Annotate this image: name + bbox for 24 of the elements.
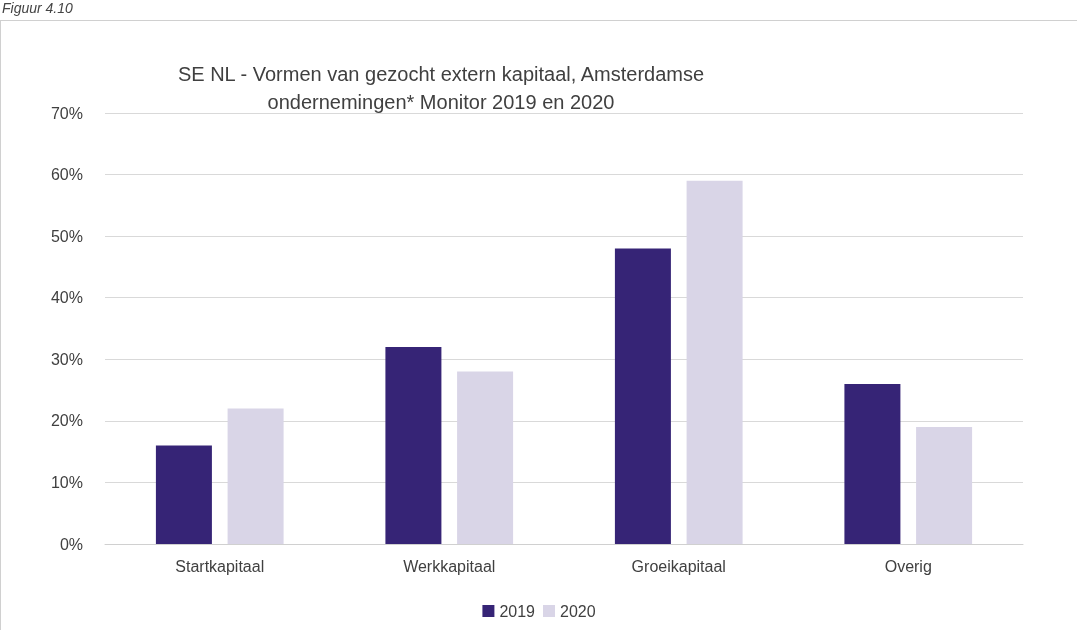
bar: [155, 445, 212, 544]
y-tick-label: 40%: [50, 289, 83, 307]
y-tick-label: 50%: [50, 227, 83, 245]
x-tick-label: Groeikapitaal: [631, 557, 726, 575]
text: Figuur 4.10: [2, 0, 73, 16]
legend-label: 2019: [499, 602, 536, 620]
bar: [916, 427, 973, 544]
y-tick-label: 10%: [50, 473, 83, 491]
bar: [614, 248, 671, 544]
x-tick-label: Overig: [884, 557, 932, 575]
x-tick-label: Startkapitaal: [175, 557, 265, 575]
legend-label: 2020: [560, 602, 596, 620]
bar: [686, 180, 743, 544]
y-tick-label: 30%: [50, 350, 83, 368]
bar: [457, 371, 514, 544]
bar: [227, 408, 284, 544]
x-tick-label: Werkkapitaal: [403, 557, 496, 575]
chart-title: SE NL - Vormen van gezocht extern kapitaal, Amsterdamse ondernemingen* Monitor 2019 en 2020: [177, 63, 705, 113]
y-tick-label: 60%: [50, 166, 83, 184]
y-tick-label: 20%: [50, 412, 83, 430]
y-tick-label: 0%: [59, 535, 83, 553]
bar: [844, 383, 901, 544]
y-tick-label: 70%: [50, 104, 83, 122]
bar: [385, 346, 442, 544]
